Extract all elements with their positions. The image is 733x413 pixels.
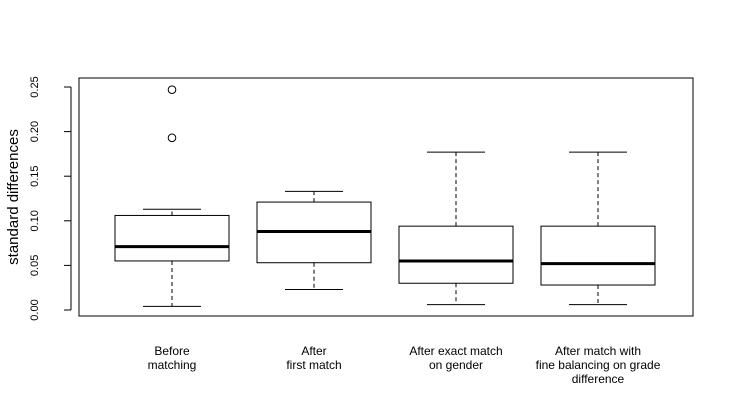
y-tick-label: 0.25: [29, 76, 41, 97]
iqr-box: [114, 214, 230, 262]
x-category-label: matching: [148, 358, 197, 372]
y-tick-label: 0.05: [29, 255, 41, 276]
iqr-box: [398, 225, 514, 284]
x-category-label: first match: [286, 358, 341, 372]
box-group: [540, 151, 656, 306]
plot-frame: [78, 77, 694, 317]
y-tick-label: 0.15: [29, 165, 41, 186]
box-group: [256, 190, 372, 290]
y-tick-label: 0.10: [29, 210, 41, 231]
x-category-label: on gender: [429, 358, 483, 372]
outlier-point: [167, 133, 177, 143]
iqr-box: [540, 225, 656, 286]
outlier-point: [167, 85, 177, 94]
x-category-label: fine balancing on grade: [536, 358, 661, 372]
box-group: [114, 85, 230, 307]
boxes: [114, 85, 656, 307]
y-tick-label: 0.00: [29, 299, 41, 320]
x-category-label: After: [301, 344, 326, 358]
x-category-label: After exact match: [409, 344, 502, 358]
y-axis-ticks: 0.00 0.05 0.10 0.15 0.20 0.25: [29, 76, 71, 321]
box-group: [398, 151, 514, 306]
y-tick-label: 0.20: [29, 121, 41, 142]
y-axis-label: standard differences: [5, 129, 22, 265]
x-category-label: Before: [154, 344, 190, 358]
x-category-label: difference: [572, 372, 625, 386]
x-category-label: After match with: [555, 344, 641, 358]
